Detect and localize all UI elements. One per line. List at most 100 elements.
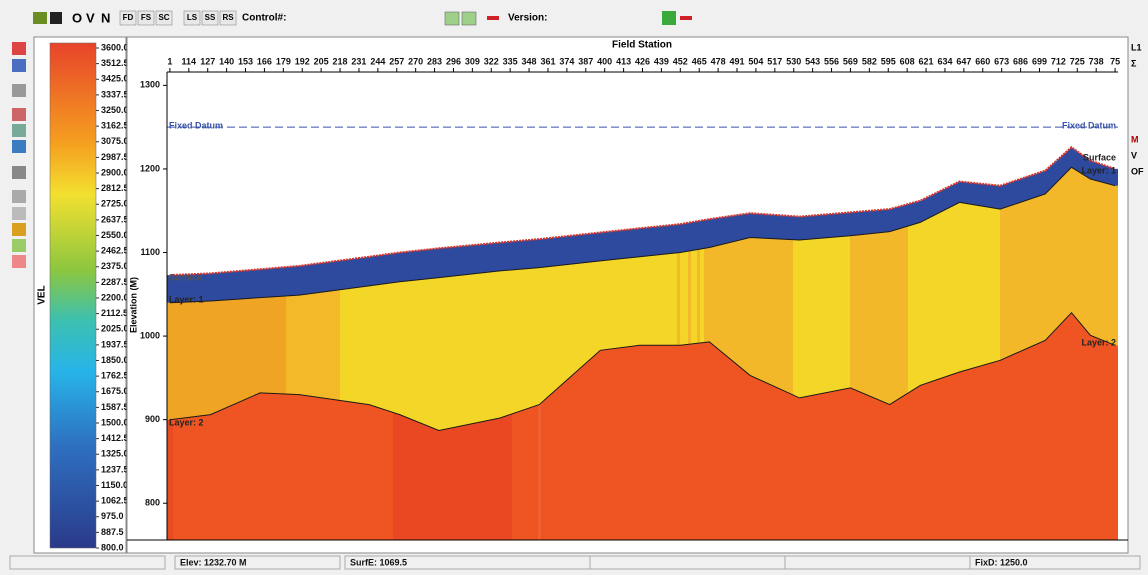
x-tick-label: 465	[692, 56, 707, 66]
toolbar-button[interactable]	[219, 10, 237, 26]
right-tool[interactable]: V	[1131, 150, 1137, 160]
x-tick-label: 426	[635, 56, 650, 66]
button-o[interactable]: O	[72, 10, 82, 25]
colorbar-label: 2112.5	[101, 308, 128, 318]
x-tick-label: 322	[484, 56, 499, 66]
x-tick-label: 192	[295, 56, 310, 66]
right-tool[interactable]: OF	[1131, 166, 1144, 176]
button-n[interactable]: N	[101, 10, 110, 25]
x-tick-label: 153	[238, 56, 253, 66]
x-tick-label: 634	[937, 56, 952, 66]
tool-icon[interactable]	[12, 59, 26, 72]
toolbar-button[interactable]	[183, 10, 201, 26]
colorbar-label: 3512.5	[101, 58, 129, 68]
colorbar-label: 3075.0	[101, 136, 129, 146]
x-tick-label: 491	[730, 56, 745, 66]
x-tick-label: 335	[503, 56, 518, 66]
x-tick-label: 699	[1032, 56, 1047, 66]
tool-icon[interactable]	[12, 223, 26, 236]
toolbar-button-label[interactable]: SC	[158, 13, 169, 22]
x-tick-label: 452	[673, 56, 688, 66]
status-cell	[969, 555, 1141, 570]
x-tick-label: 296	[446, 56, 461, 66]
tool-icon[interactable]	[12, 42, 26, 55]
colorbar-label: 1500.0	[101, 417, 129, 427]
version-label: Version:	[508, 13, 547, 24]
x-tick-label: 309	[465, 56, 480, 66]
y-tick-label: 1300	[140, 80, 160, 90]
tool-icon[interactable]	[12, 190, 26, 203]
y-tick-label: 1100	[140, 247, 160, 257]
control-label: Control#:	[242, 13, 286, 24]
a-icon[interactable]	[461, 11, 477, 26]
toolbar-button-label[interactable]: SS	[205, 13, 216, 22]
save-icon[interactable]	[50, 12, 62, 24]
toolbar-button-label[interactable]: FD	[123, 13, 134, 22]
right-tool[interactable]: Σ	[1131, 58, 1137, 68]
colorbar-label: 1850.0	[101, 355, 129, 365]
toolbar-button-label[interactable]: LS	[187, 13, 198, 22]
y-tick-label: 1000	[140, 330, 160, 340]
colorbar-label: 1150.0	[101, 480, 128, 490]
left-toolbar	[12, 42, 26, 268]
remove-version-icon[interactable]	[680, 16, 692, 20]
right-tool[interactable]: L1	[1131, 42, 1142, 52]
colorbar-label: 1412.5	[101, 433, 129, 443]
toolbar-button-label[interactable]: RS	[222, 13, 234, 22]
y-tick-label: 1200	[140, 163, 160, 173]
colorbar-label: 2287.5	[101, 277, 129, 287]
x-tick-label: 400	[597, 56, 612, 66]
layer1-label: Layer: 1	[1081, 165, 1116, 175]
x-tick-label: 569	[843, 56, 858, 66]
x-tick-label: 439	[654, 56, 669, 66]
x-tick-label: 244	[370, 56, 385, 66]
tool-icon[interactable]	[12, 108, 26, 121]
tool-icon[interactable]	[12, 140, 26, 153]
toolbar-button[interactable]	[137, 10, 155, 26]
x-tick-label: 75	[1110, 56, 1120, 66]
status-cell	[9, 555, 166, 570]
x-tick-label: 738	[1089, 56, 1104, 66]
x-tick-label: 127	[200, 56, 215, 66]
colorbar-label: 2375.0	[101, 261, 129, 271]
x-tick-label: 374	[559, 56, 574, 66]
toolbar-button[interactable]	[119, 10, 137, 26]
x-tick-label: 608	[900, 56, 915, 66]
x-tick-label: 179	[276, 56, 291, 66]
x-tick-label: 257	[389, 56, 404, 66]
tool-icon[interactable]	[12, 84, 26, 97]
colorbar-label: 3600.0	[101, 42, 129, 52]
colorbar-label: 2637.5	[101, 214, 129, 224]
s-icon[interactable]	[444, 11, 460, 26]
x-tick-label: 556	[824, 56, 839, 66]
toolbar-button-label[interactable]: FS	[141, 13, 152, 22]
colorbar-label: 1587.5	[101, 402, 129, 412]
status-fixd: FixD: 1250.0	[975, 557, 1028, 567]
velocity-band	[167, 312, 173, 540]
x-tick-label: 517	[767, 56, 782, 66]
colorbar-label: 800.0	[101, 542, 124, 552]
y-tick-label: 900	[145, 414, 160, 424]
velocity-band	[697, 167, 700, 431]
right-tool[interactable]: M	[1131, 134, 1139, 144]
tool-icon[interactable]	[12, 124, 26, 137]
colorbar-label: 887.5	[101, 527, 124, 537]
tool-icon[interactable]	[12, 207, 26, 220]
add-version-icon[interactable]	[662, 11, 676, 25]
toolbar-button[interactable]	[201, 10, 219, 26]
open-icon[interactable]	[33, 12, 47, 24]
tool-icon[interactable]	[12, 255, 26, 268]
button-v[interactable]: V	[86, 10, 95, 25]
tool-icon[interactable]	[12, 166, 26, 179]
tool-icon[interactable]	[12, 239, 26, 252]
x-tick-label: 270	[408, 56, 423, 66]
remove-icon[interactable]	[487, 16, 499, 20]
toolbar-button[interactable]	[155, 10, 173, 26]
layer2-label: Layer: 2	[1081, 337, 1116, 347]
x-tick-label: 387	[578, 56, 593, 66]
x-tick-label: 348	[522, 56, 537, 66]
velocity-band	[688, 167, 691, 431]
